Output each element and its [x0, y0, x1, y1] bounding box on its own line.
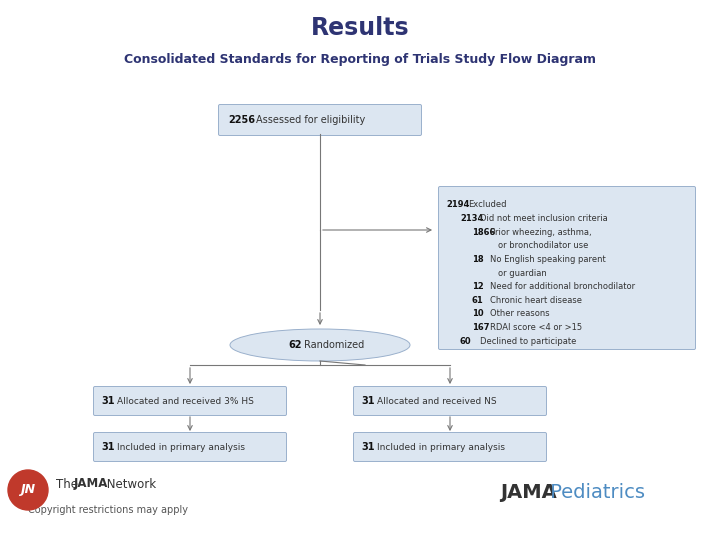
Text: 2194: 2194 — [446, 200, 469, 210]
FancyBboxPatch shape — [354, 387, 546, 415]
Ellipse shape — [230, 329, 410, 361]
Text: Network: Network — [103, 477, 156, 490]
Text: Did not meet inclusion criteria: Did not meet inclusion criteria — [480, 214, 608, 223]
FancyBboxPatch shape — [218, 105, 421, 136]
Text: Allocated and received 3% HS: Allocated and received 3% HS — [117, 396, 254, 406]
FancyBboxPatch shape — [94, 433, 287, 462]
Text: 2256: 2256 — [228, 115, 255, 125]
FancyBboxPatch shape — [354, 433, 546, 462]
Text: No English speaking parent: No English speaking parent — [490, 255, 606, 264]
Text: 31: 31 — [101, 396, 114, 406]
Text: 61: 61 — [472, 296, 484, 305]
Text: 2134: 2134 — [460, 214, 483, 223]
Text: Pediatrics: Pediatrics — [544, 483, 645, 502]
Text: or guardian: or guardian — [498, 268, 546, 278]
Text: Need for additional bronchodilator: Need for additional bronchodilator — [490, 282, 635, 291]
Text: Declined to participate: Declined to participate — [480, 336, 577, 346]
FancyBboxPatch shape — [94, 387, 287, 415]
Text: 18: 18 — [472, 255, 484, 264]
Text: Included in primary analysis: Included in primary analysis — [377, 442, 505, 451]
Text: JAMA: JAMA — [74, 477, 109, 490]
Text: Copyright restrictions may apply: Copyright restrictions may apply — [28, 505, 188, 515]
Text: RDAI score <4 or >15: RDAI score <4 or >15 — [490, 323, 582, 332]
Text: Prior wheezing, asthma,: Prior wheezing, asthma, — [490, 227, 592, 237]
Text: 60: 60 — [460, 336, 472, 346]
Text: JAMA: JAMA — [500, 483, 557, 502]
Text: Consolidated Standards for Reporting of Trials Study Flow Diagram: Consolidated Standards for Reporting of … — [124, 53, 596, 66]
Text: 31: 31 — [361, 396, 374, 406]
Text: 10: 10 — [472, 309, 484, 319]
FancyBboxPatch shape — [438, 186, 696, 349]
Text: Excluded: Excluded — [468, 200, 506, 210]
Text: 12: 12 — [472, 282, 484, 291]
Text: 31: 31 — [361, 442, 374, 452]
Text: or bronchodilator use: or bronchodilator use — [498, 241, 588, 250]
Text: 167: 167 — [472, 323, 490, 332]
Text: JN: JN — [20, 483, 35, 496]
Text: Chronic heart disease: Chronic heart disease — [490, 296, 582, 305]
Text: 1866: 1866 — [472, 227, 495, 237]
Text: The: The — [56, 477, 82, 490]
Text: Assessed for eligibility: Assessed for eligibility — [256, 115, 365, 125]
Text: Allocated and received NS: Allocated and received NS — [377, 396, 497, 406]
Text: Results: Results — [311, 16, 409, 40]
Text: 31: 31 — [101, 442, 114, 452]
Circle shape — [8, 470, 48, 510]
Text: 62: 62 — [288, 340, 302, 350]
Text: Randomized: Randomized — [304, 340, 364, 350]
Text: Included in primary analysis: Included in primary analysis — [117, 442, 245, 451]
Text: Other reasons: Other reasons — [490, 309, 549, 319]
